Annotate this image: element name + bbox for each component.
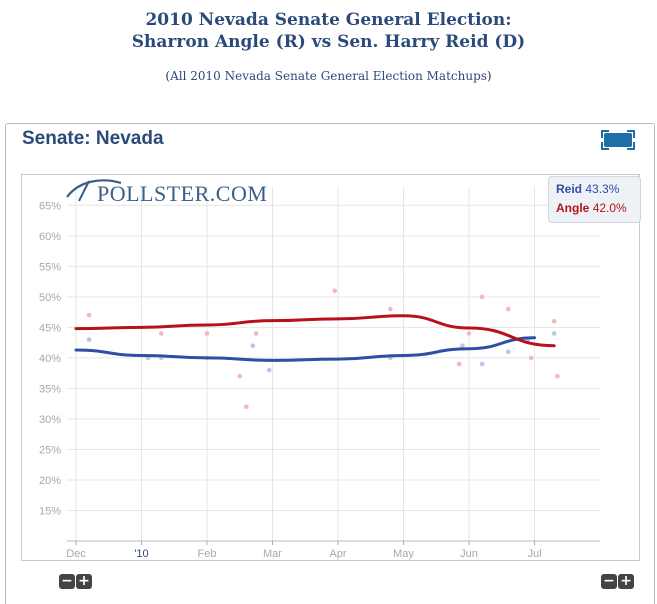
zoom-left-minus-button[interactable]: − bbox=[59, 574, 75, 589]
y-tick-label: 60% bbox=[39, 231, 61, 243]
y-tick-label: 50% bbox=[39, 292, 61, 304]
reid-poll-point bbox=[551, 331, 557, 336]
y-tick-label: 55% bbox=[39, 261, 61, 273]
y-tick-label: 35% bbox=[39, 383, 61, 395]
y-tick-label: 15% bbox=[39, 505, 61, 517]
legend-angle-value: 42.0% bbox=[592, 201, 627, 215]
angle-poll-point bbox=[244, 404, 249, 410]
expand-corner-bl bbox=[601, 142, 609, 150]
y-tick-label: 30% bbox=[39, 414, 61, 426]
pollster-swoosh-icon bbox=[66, 179, 122, 202]
angle-trend-line bbox=[74, 314, 556, 348]
angle-poll-point bbox=[332, 288, 338, 294]
legend-angle: Angle 42.0% bbox=[556, 201, 627, 215]
expand-corner-tl bbox=[601, 130, 609, 138]
y-tick-label: 65% bbox=[39, 200, 61, 212]
angle-poll-point bbox=[506, 306, 511, 312]
zoom-right-minus-button[interactable]: − bbox=[601, 574, 617, 589]
expand-corner-tr bbox=[627, 130, 635, 138]
legend-reid: Reid 43.3% bbox=[556, 182, 619, 196]
reid-poll-point bbox=[506, 349, 511, 355]
pollster-logo: POLLSTER.COM bbox=[66, 179, 268, 206]
angle-poll-point bbox=[158, 331, 164, 336]
chart-svg: 15% 20% 25% 30% 35% 40% 45% 50% 55% 60% 65% Dec '10 F… bbox=[39, 187, 600, 560]
matchups-subtitle: (All 2010 Nevada Senate General Election… bbox=[0, 69, 657, 83]
y-tick-label: 20% bbox=[39, 475, 61, 487]
legend-angle-name: Angle bbox=[556, 201, 590, 215]
angle-poll-point bbox=[204, 331, 210, 336]
expand-bar bbox=[604, 133, 632, 147]
x-tick-label: Mar bbox=[263, 548, 282, 560]
angle-poll-point bbox=[388, 306, 393, 312]
subtitle-close-paren: ) bbox=[486, 69, 492, 83]
reid-poll-point bbox=[460, 343, 465, 348]
x-tick-label: Jun bbox=[460, 548, 478, 560]
y-tick-label: 45% bbox=[39, 322, 61, 334]
angle-poll-point bbox=[555, 373, 560, 379]
x-tick-label: May bbox=[393, 548, 414, 560]
reid-poll-point bbox=[266, 367, 272, 373]
page-title-line2: Sharron Angle (R) vs Sen. Harry Reid (D) bbox=[131, 32, 526, 52]
x-tick-label: Feb bbox=[198, 548, 217, 560]
angle-poll-point bbox=[237, 373, 243, 379]
reid-poll-point bbox=[250, 343, 256, 348]
angle-poll-point bbox=[528, 355, 534, 361]
legend-reid-value: 43.3% bbox=[585, 182, 620, 196]
x-tick-label: Jul bbox=[527, 548, 541, 560]
expand-corner-br bbox=[627, 142, 635, 150]
zoom-right-plus-button[interactable]: + bbox=[618, 574, 634, 589]
page-title-line1: 2010 Nevada Senate General Election: bbox=[145, 10, 512, 30]
zoom-right-controls: − + bbox=[601, 574, 634, 589]
chart-widget: Senate: Nevada 15% 20% 25% 30% 35% 40% 45% 50% 5… bbox=[5, 123, 655, 604]
zoom-left-plus-button[interactable]: + bbox=[76, 574, 92, 589]
pollster-logo-text: POLLSTER.COM bbox=[97, 181, 268, 206]
angle-poll-point bbox=[456, 361, 462, 367]
angle-poll-point bbox=[86, 312, 92, 318]
angle-poll-point bbox=[466, 331, 472, 336]
x-tick-label: '10 bbox=[134, 548, 148, 560]
expand-icon[interactable] bbox=[601, 130, 635, 150]
zoom-left-controls: − + bbox=[59, 574, 92, 589]
angle-poll-point bbox=[479, 294, 485, 300]
y-tick-label: 25% bbox=[39, 444, 61, 456]
reid-poll-point bbox=[86, 337, 92, 342]
angle-poll-point bbox=[551, 318, 557, 324]
subtitle-open-paren: ( bbox=[165, 69, 171, 83]
legend-reid-name: Reid bbox=[556, 182, 583, 196]
plot-area[interactable]: 15% 20% 25% 30% 35% 40% 45% 50% 55% 60% 65% Dec '10 F… bbox=[21, 174, 640, 561]
x-tick-label: Dec bbox=[66, 548, 86, 560]
chart-legend: Reid 43.3% Angle 42.0% bbox=[548, 176, 641, 223]
reid-trend-line bbox=[74, 336, 536, 362]
all-matchups-link[interactable]: All 2010 Nevada Senate General Election … bbox=[170, 69, 487, 83]
reid-poll-point bbox=[479, 361, 485, 367]
widget-title: Senate: Nevada bbox=[22, 128, 164, 149]
x-tick-label: Apr bbox=[329, 548, 346, 560]
y-tick-label: 40% bbox=[39, 353, 61, 365]
angle-poll-point bbox=[253, 331, 259, 336]
